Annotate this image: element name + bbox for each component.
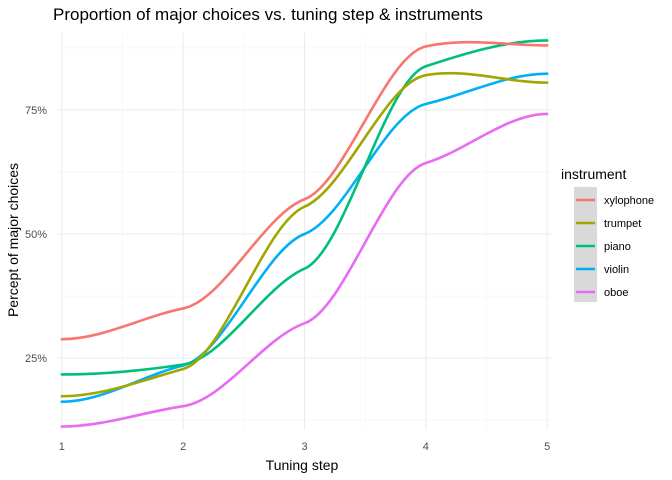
legend: instrument xylophone trumpet piano violin ob… [561,166,654,302]
legend-title: instrument [561,166,626,182]
legend-label-violin: violin [604,264,629,276]
x-tick-label: 2 [180,441,186,453]
legend-label-piano: piano [604,241,631,253]
x-axis-title: Tuning step [266,457,339,473]
y-tick-label: 75% [25,105,47,117]
y-tick-label: 25% [25,353,47,365]
series-line-violin [60,72,549,404]
y-axis-ticks: 25% 50% 75% [25,105,47,365]
series-line-oboe [60,112,549,428]
series-line-piano [60,39,549,376]
legend-label-trumpet: trumpet [604,218,641,230]
series-line-xylophone [60,40,549,341]
legend-label-oboe: oboe [604,287,628,299]
y-axis-title: Percept of major choices [5,163,21,317]
y-tick-label: 50% [25,229,47,241]
series-lines [60,39,549,428]
x-axis-ticks: 1 2 3 4 5 [59,441,550,453]
x-tick-label: 4 [423,441,429,453]
series-line-trumpet [60,71,549,398]
legend-key-background [574,187,597,302]
legend-label-xylophone: xylophone [604,195,654,207]
x-tick-label: 3 [301,441,307,453]
x-tick-label: 5 [544,441,550,453]
x-tick-label: 1 [59,441,65,453]
chart-title: Proportion of major choices vs. tuning s… [53,5,483,24]
